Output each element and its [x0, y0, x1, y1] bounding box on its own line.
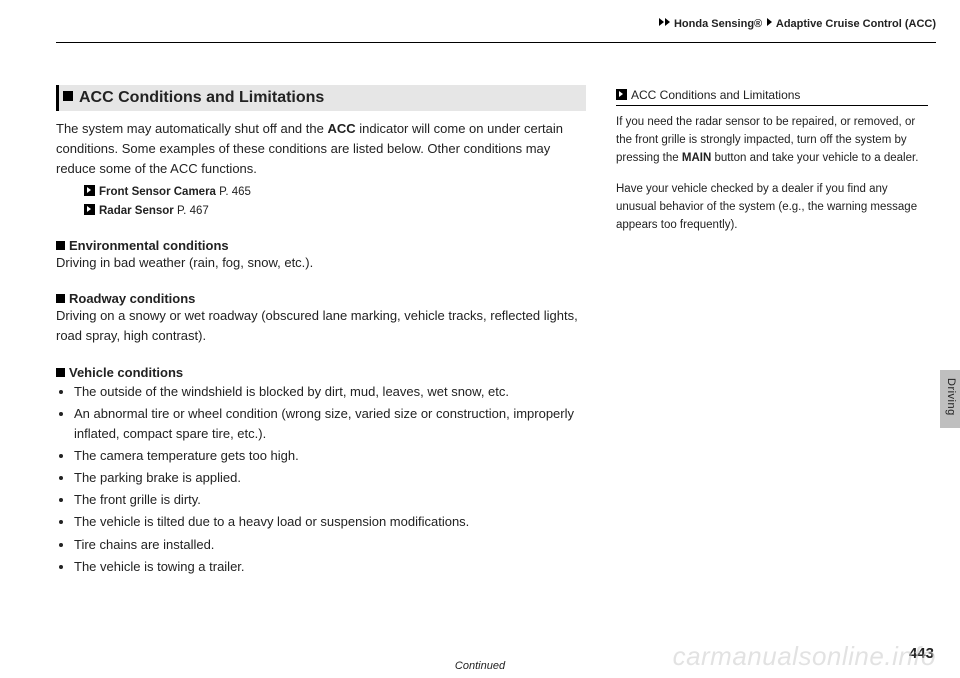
square-bullet-icon	[56, 241, 65, 250]
sidebar-title: ACC Conditions and Limitations	[631, 88, 800, 102]
subheading-environmental: Environmental conditions	[56, 238, 586, 253]
triangle-icon	[665, 18, 670, 26]
list-item: The camera temperature gets too high.	[74, 446, 586, 466]
text: The system may automatically shut off an…	[56, 121, 327, 136]
text: button and take your vehicle to a dealer…	[711, 152, 918, 164]
list-item: The parking brake is applied.	[74, 468, 586, 488]
vehicle-conditions-list: The outside of the windshield is blocked…	[56, 382, 586, 577]
subheading-title: Roadway conditions	[69, 291, 195, 306]
list-item: Tire chains are installed.	[74, 535, 586, 555]
xref-label: Front Sensor Camera	[99, 186, 216, 198]
sidebar-paragraph: If you need the radar sensor to be repai…	[616, 114, 928, 167]
square-bullet-icon	[63, 91, 73, 101]
triangle-icon	[767, 18, 772, 26]
subheading-title: Vehicle conditions	[69, 365, 183, 380]
sidebar-paragraph: Have your vehicle checked by a dealer if…	[616, 181, 928, 234]
list-item: The outside of the windshield is blocked…	[74, 382, 586, 402]
subheading-roadway: Roadway conditions	[56, 291, 586, 306]
list-item: The front grille is dirty.	[74, 490, 586, 510]
breadcrumb-part: Honda Sensing®	[674, 18, 762, 30]
xref-icon	[84, 204, 95, 215]
square-bullet-icon	[56, 368, 65, 377]
breadcrumb: Honda Sensing® Adaptive Cruise Control (…	[659, 18, 936, 30]
sidebar-icon	[616, 89, 627, 100]
watermark: carmanualsonline.info	[673, 641, 936, 672]
env-text: Driving in bad weather (rain, fog, snow,…	[56, 253, 586, 273]
main-bold: MAIN	[682, 152, 711, 164]
xref-page: P. 467	[177, 205, 209, 217]
page: Honda Sensing® Adaptive Cruise Control (…	[0, 0, 960, 678]
cross-references: Front Sensor Camera P. 465 Radar Sensor …	[84, 183, 586, 220]
xref-item: Front Sensor Camera P. 465	[84, 183, 586, 201]
continued-label: Continued	[455, 660, 505, 672]
header-rule	[56, 42, 936, 43]
section-title: ACC Conditions and Limitations	[79, 89, 324, 106]
page-number: 443	[909, 645, 934, 662]
subheading-vehicle: Vehicle conditions	[56, 365, 586, 380]
sidebar-column: ACC Conditions and Limitations If you ne…	[616, 88, 928, 249]
acc-bold: ACC	[327, 121, 355, 136]
sidebar-heading: ACC Conditions and Limitations	[616, 88, 928, 106]
list-item: The vehicle is tilted due to a heavy loa…	[74, 512, 586, 532]
xref-label: Radar Sensor	[99, 205, 174, 217]
breadcrumb-part: Adaptive Cruise Control (ACC)	[776, 18, 936, 30]
section-tab-label: Driving	[945, 378, 957, 416]
main-column: ACC Conditions and Limitations The syste…	[56, 85, 586, 579]
square-bullet-icon	[56, 294, 65, 303]
list-item: The vehicle is towing a trailer.	[74, 557, 586, 577]
intro-paragraph: The system may automatically shut off an…	[56, 119, 586, 179]
xref-icon	[84, 185, 95, 196]
triangle-icon	[659, 18, 664, 26]
section-heading: ACC Conditions and Limitations	[56, 85, 586, 111]
xref-item: Radar Sensor P. 467	[84, 202, 586, 220]
xref-page: P. 465	[219, 186, 251, 198]
road-text: Driving on a snowy or wet roadway (obscu…	[56, 306, 586, 346]
subheading-title: Environmental conditions	[69, 238, 229, 253]
list-item: An abnormal tire or wheel condition (wro…	[74, 404, 586, 444]
